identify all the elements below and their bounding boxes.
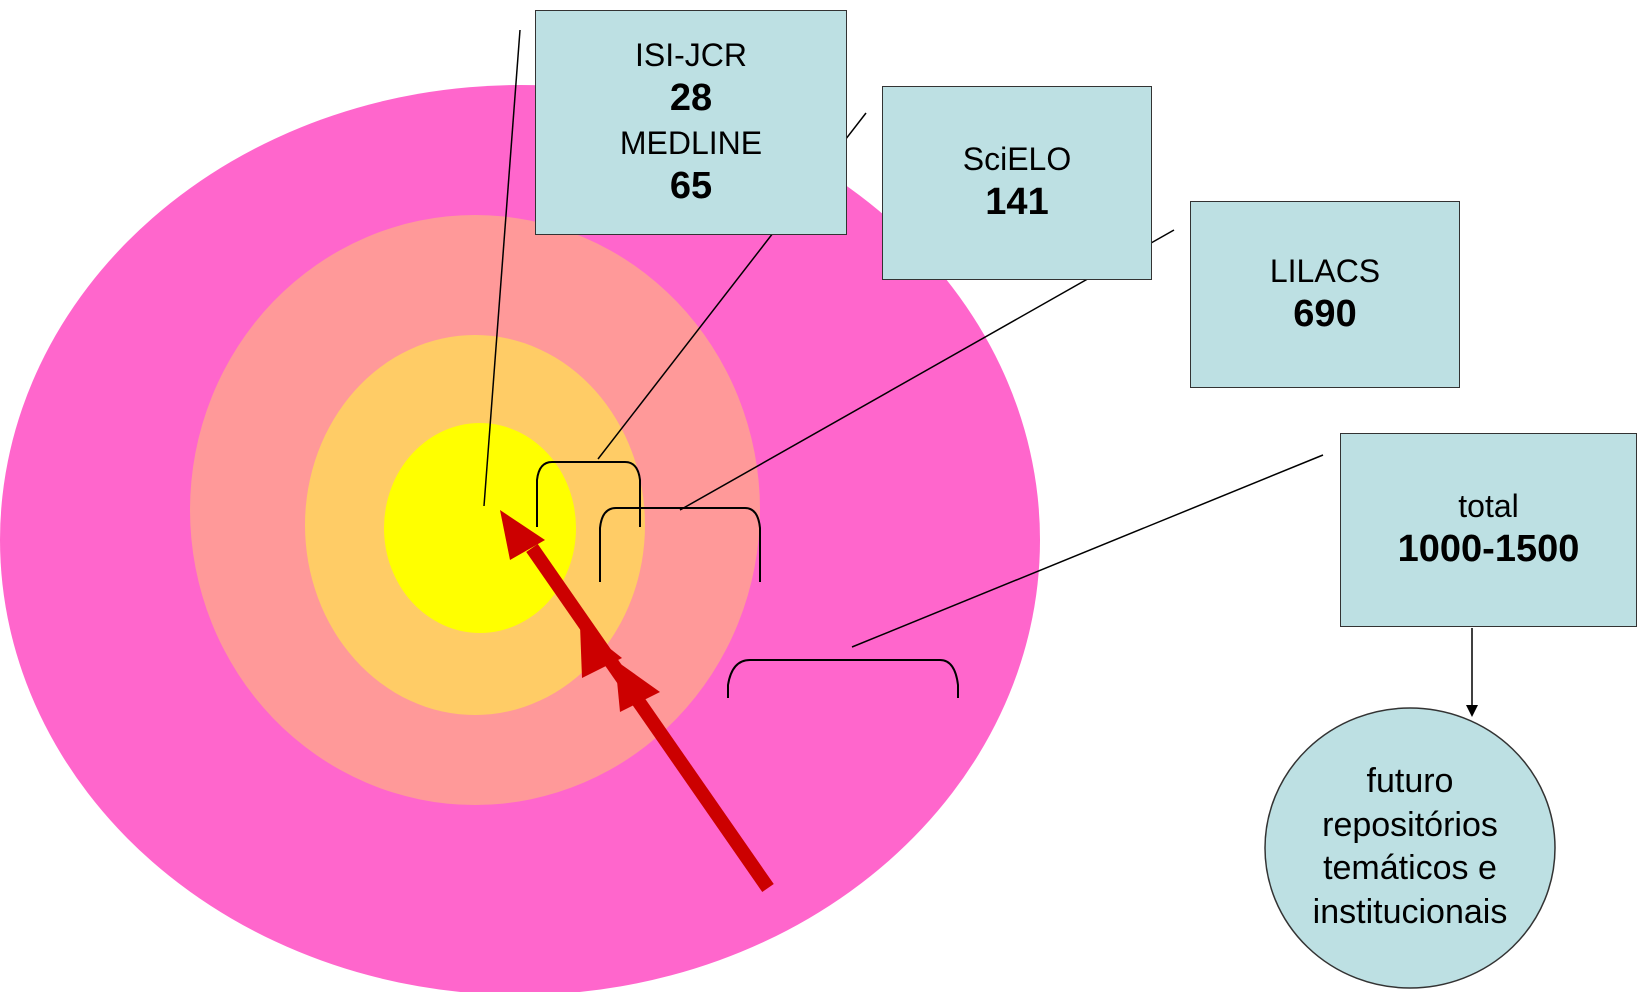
future-line-2: repositórios [1322, 805, 1498, 844]
medline-value: 65 [669, 164, 713, 207]
future-line-3: temáticos e [1323, 849, 1497, 888]
red-arrowhead-mid [580, 625, 622, 678]
bracket-scielo [536, 461, 641, 527]
leader-isi [483, 29, 521, 507]
core-ring [384, 423, 576, 633]
future-oval [1264, 707, 1556, 989]
red-arrowhead-low [615, 660, 660, 712]
total-value: 1000-1500 [1397, 528, 1580, 571]
total-label: total [1458, 488, 1519, 525]
isi-medline-box: ISI-JCR 28 MEDLINE 65 [535, 10, 847, 235]
scielo-box: SciELO 141 [882, 86, 1152, 280]
red-arrows [500, 510, 774, 892]
scielo-label: SciELO [962, 141, 1072, 178]
total-box: total 1000-1500 [1340, 433, 1637, 627]
medline-label: MEDLINE [619, 124, 763, 161]
future-line-4: institucionais [1312, 892, 1508, 931]
lilacs-label: LILACS [1269, 252, 1381, 289]
red-arrow-long [526, 544, 774, 892]
lilacs-box: LILACS 690 [1190, 201, 1460, 388]
future-text: futuro repositórios temáticos e instituc… [1300, 760, 1520, 934]
future-line-1: futuro [1366, 762, 1454, 800]
red-arrowhead-inner [500, 510, 545, 560]
bracket-lilacs [599, 507, 761, 582]
scielo-value: 141 [985, 181, 1049, 224]
bracket-total [727, 659, 959, 698]
leader-total [851, 454, 1324, 648]
isi-label: ISI-JCR [635, 37, 747, 73]
isi-value: 28 [669, 77, 713, 119]
lilacs-value: 690 [1293, 292, 1357, 335]
